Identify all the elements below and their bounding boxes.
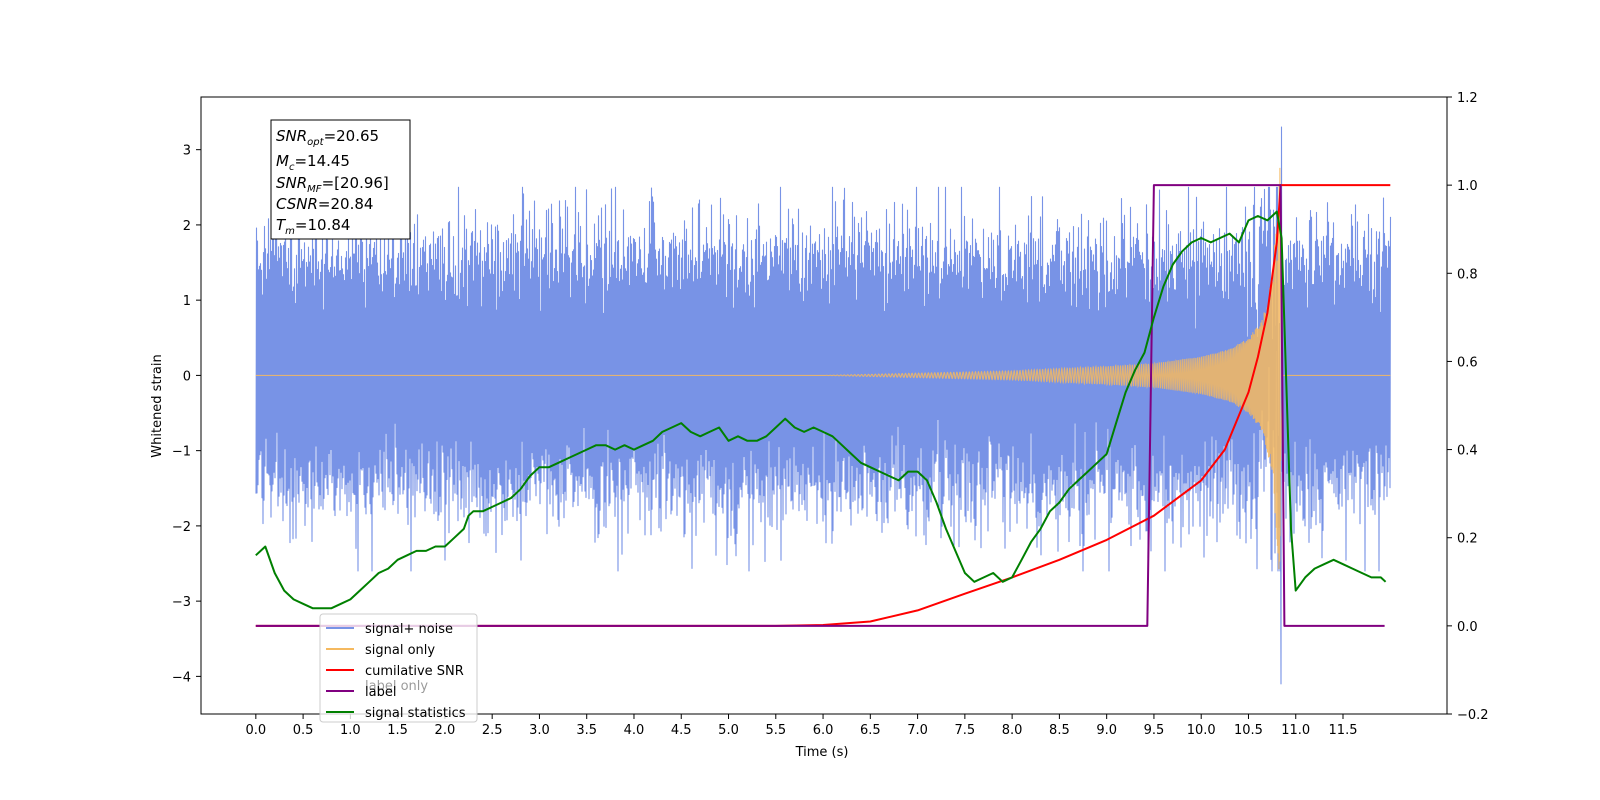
x-tick-label: 7.0	[907, 723, 928, 738]
series-signal-only-line	[255, 167, 1391, 570]
y-axis-label: Whitened strain	[150, 354, 165, 457]
legend: label only signal+ noise signal only cumil…	[319, 613, 478, 723]
info-snr-opt: SNRopt=20.65	[276, 127, 379, 148]
x-axis: 0.0 0.5 1.0 1.5 2.0 2.5 3.0 3.5 4.0 4.5 5.0 5.5 6.0 6…	[245, 714, 1357, 738]
x-tick-label: 2.0	[435, 723, 456, 738]
y2-tick-label: −0.2	[1457, 708, 1489, 723]
y2-tick-label: 1.2	[1457, 91, 1478, 106]
axes-frame	[200, 96, 1448, 715]
x-tick-label: 4.0	[624, 723, 645, 738]
info-snr-mf: SNRMF=[20.96]	[276, 174, 389, 195]
x-tick-label: 3.5	[576, 723, 597, 738]
info-box: SNRopt=20.65 Mc=14.45 SNRMF=[20.96] CSNR…	[270, 119, 411, 240]
x-tick-label: 0.5	[293, 723, 314, 738]
series-signal-noise-line	[255, 126, 1392, 685]
x-tick-label: 10.5	[1234, 723, 1263, 738]
x-tick-label: 6.5	[860, 723, 881, 738]
x-tick-label: 11.5	[1329, 723, 1358, 738]
series-cumilative-snr-line	[255, 184, 1391, 627]
legend-label-signal-noise: signal+ noise	[365, 622, 453, 637]
x-tick-label: 7.5	[955, 723, 976, 738]
x-tick-label: 8.5	[1049, 723, 1070, 738]
info-box-frame	[270, 119, 411, 240]
series-label-line	[255, 184, 1385, 627]
x-tick-label: 1.0	[340, 723, 361, 738]
x-tick-label: 8.0	[1002, 723, 1023, 738]
legend-label-signal-only: signal only	[365, 643, 435, 658]
y2-tick-label: 0.0	[1457, 620, 1478, 635]
x-tick-label: 10.0	[1187, 723, 1216, 738]
x-tick-label: 2.5	[482, 723, 503, 738]
x-tick-label: 5.0	[718, 723, 739, 738]
x-tick-label: 4.5	[671, 723, 692, 738]
legend-label-signal-statistics: signal statistics	[365, 706, 466, 721]
x-tick-label: 0.0	[245, 723, 266, 738]
y-tick-label: 0	[183, 369, 191, 384]
series-signal-statistics-line	[255, 210, 1387, 610]
y2-tick-label: 1.0	[1457, 179, 1478, 194]
x-axis-label: Time (s)	[795, 745, 849, 760]
plot-area	[255, 126, 1392, 685]
y2-tick-label: 0.2	[1457, 532, 1478, 547]
y-tick-label: −1	[172, 445, 191, 460]
legend-frame	[319, 613, 478, 723]
legend-label-label: label	[365, 685, 396, 700]
info-mc: Mc=14.45	[276, 152, 350, 173]
legend-hidden-text: label only	[365, 679, 428, 694]
x-tick-label: 9.0	[1096, 723, 1117, 738]
x-tick-label: 6.0	[813, 723, 834, 738]
y-tick-label: 3	[183, 144, 191, 159]
x-tick-label: 5.5	[765, 723, 786, 738]
y2-tick-label: 0.8	[1457, 267, 1478, 282]
y2-tick-label: 0.4	[1457, 444, 1478, 459]
x-tick-label: 1.5	[387, 723, 408, 738]
info-csnr: CSNR=20.84	[276, 195, 373, 213]
y2-tick-label: 0.6	[1457, 355, 1478, 370]
y-axis-left: −4 −3 −2 −1 0 1 2 3	[172, 144, 201, 685]
y-axis-right: −0.2 0.0 0.2 0.4 0.6 0.8 1.0 1.2	[1447, 91, 1489, 723]
legend-label-cumilative-snr: cumilative SNR	[365, 664, 464, 679]
y-tick-label: 1	[183, 294, 191, 309]
x-tick-label: 3.0	[529, 723, 550, 738]
x-tick-label: 11.0	[1281, 723, 1310, 738]
info-tm: Tm=10.84	[276, 216, 350, 237]
y-tick-label: −2	[172, 520, 191, 535]
x-tick-label: 9.5	[1144, 723, 1165, 738]
y-tick-label: 2	[183, 219, 191, 234]
y-tick-label: −3	[172, 595, 191, 610]
y-tick-label: −4	[172, 670, 191, 685]
